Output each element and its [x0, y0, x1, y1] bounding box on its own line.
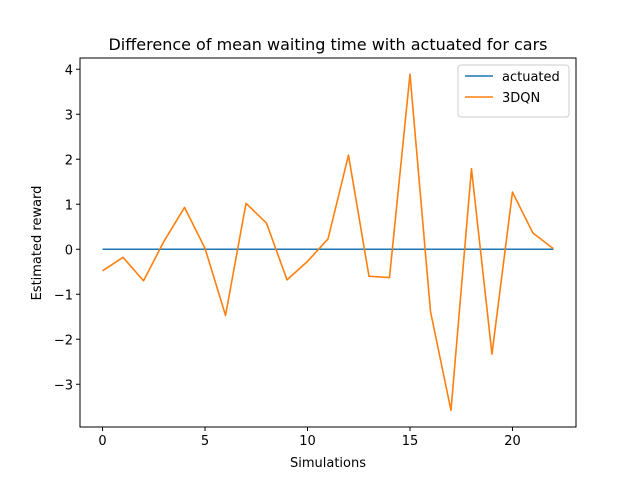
legend-label: 3DQN: [502, 91, 540, 106]
x-tick-label: 15: [402, 434, 419, 449]
y-tick-label: −3: [54, 378, 73, 393]
y-tick-label: −1: [54, 288, 73, 303]
y-tick-label: 2: [65, 153, 73, 168]
x-tick-label: 5: [201, 434, 209, 449]
x-tick-label: 0: [98, 434, 106, 449]
legend-label: actuated: [502, 70, 560, 85]
y-tick-label: 0: [65, 243, 73, 258]
series-line-3dqn: [102, 73, 554, 412]
plot-frame: [79, 57, 577, 428]
y-tick-label: −2: [54, 333, 73, 348]
y-axis-label: Estimated reward: [30, 186, 45, 301]
y-tick-label: 1: [65, 198, 73, 213]
x-axis-label: Simulations: [290, 456, 366, 471]
legend: actuated 3DQN: [457, 64, 570, 118]
x-tick-label: 20: [504, 434, 521, 449]
chart-title: Difference of mean waiting time with act…: [108, 35, 547, 54]
y-tick-label: 4: [65, 63, 73, 78]
y-tick-label: 3: [65, 108, 73, 123]
legend-box: [457, 64, 570, 118]
x-tick-label: 10: [299, 434, 316, 449]
